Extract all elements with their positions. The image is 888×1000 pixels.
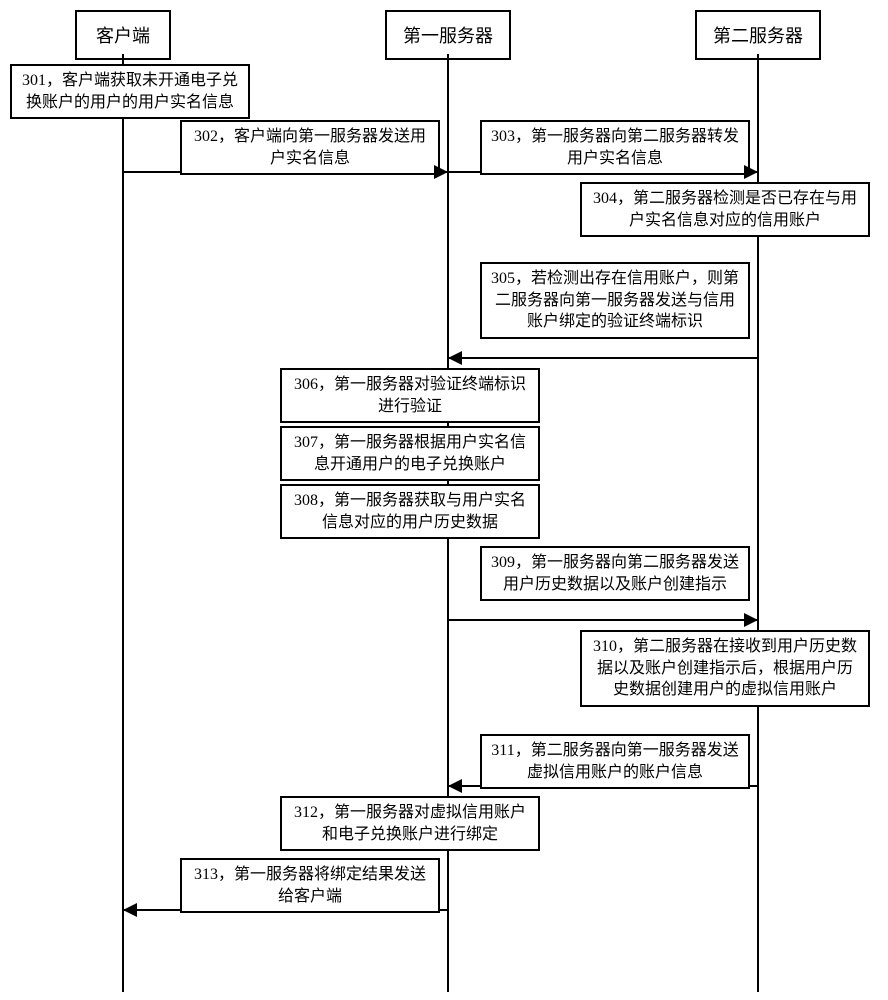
lifeline-client (122, 54, 124, 992)
participant-server1: 第一服务器 (385, 10, 511, 60)
participant-server2: 第二服务器 (695, 10, 821, 60)
step-313-box: 313，第一服务器将绑定结果发送给客户端 (180, 858, 440, 913)
step-311-arrowhead (448, 779, 462, 793)
step-311-box: 311，第二服务器向第一服务器发送虚拟信用账户的账户信息 (480, 734, 750, 789)
step-306-box: 306，第一服务器对验证终端标识进行验证 (280, 368, 540, 423)
step-307-box: 307，第一服务器根据用户实名信息开通用户的电子兑换账户 (280, 426, 540, 481)
step-310-box: 310，第二服务器在接收到用户历史数据以及账户创建指示后，根据用户历史数据创建用… (580, 630, 870, 707)
step-305-arrowhead (448, 351, 462, 365)
step-302-box: 302，客户端向第一服务器发送用户实名信息 (180, 120, 440, 175)
step-301-box: 301，客户端获取未开通电子兑换账户的用户的用户实名信息 (10, 64, 250, 119)
step-302-arrowhead (434, 165, 448, 179)
step-308-box: 308，第一服务器获取与用户实名信息对应的用户历史数据 (280, 484, 540, 539)
step-305-arrow (448, 357, 758, 359)
step-303-box: 303，第一服务器向第二服务器转发用户实名信息 (480, 120, 750, 175)
step-304-box: 304，第二服务器检测是否已存在与用户实名信息对应的信用账户 (580, 182, 870, 237)
step-312-box: 312，第一服务器对虚拟信用账户和电子兑换账户进行绑定 (280, 796, 540, 851)
step-309-arrowhead (744, 613, 758, 627)
step-309-box: 309，第一服务器向第二服务器发送用户历史数据以及账户创建指示 (480, 546, 750, 601)
step-313-arrowhead (123, 903, 137, 917)
participant-client: 客户端 (75, 10, 171, 60)
step-305-box: 305，若检测出存在信用账户，则第二服务器向第一服务器发送与信用账户绑定的验证终… (480, 262, 750, 339)
step-303-arrowhead (744, 165, 758, 179)
step-309-arrow (448, 619, 758, 621)
